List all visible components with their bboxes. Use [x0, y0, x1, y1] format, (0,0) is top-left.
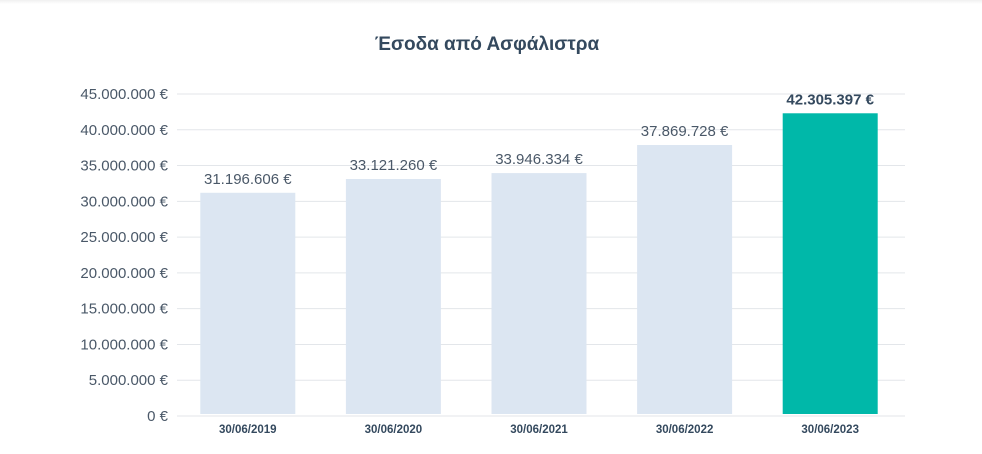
y-tick-label: 0 €: [147, 408, 169, 425]
y-tick-label: 20.000.000 €: [80, 265, 168, 282]
bar: [782, 113, 878, 415]
y-tick-label: 15.000.000 €: [80, 301, 168, 318]
top-divider: [0, 0, 982, 4]
bar: [491, 173, 587, 414]
data-label: 33.121.260 €: [350, 157, 438, 174]
x-tick-label: 30/06/2021: [510, 424, 568, 436]
data-label: 33.946.334 €: [495, 151, 583, 168]
y-tick-label: 25.000.000 €: [80, 229, 168, 246]
y-tick-label: 35.000.000 €: [80, 158, 168, 175]
data-label: 42.305.397 €: [786, 91, 874, 108]
bar: [345, 178, 441, 414]
bar: [200, 192, 296, 414]
x-tick-label: 30/06/2023: [801, 424, 859, 436]
y-tick-label: 45.000.000 €: [80, 86, 168, 103]
data-label: 31.196.606 €: [204, 171, 292, 188]
y-tick-label: 10.000.000 €: [80, 336, 168, 353]
data-label: 37.869.728 €: [641, 123, 729, 140]
x-tick-label: 30/06/2020: [365, 424, 423, 436]
chart-title: Έσοδα από Ασφάλιστρα: [374, 34, 600, 55]
y-tick-label: 30.000.000 €: [80, 193, 168, 210]
x-tick-label: 30/06/2022: [656, 424, 714, 436]
x-tick-label: 30/06/2019: [219, 424, 277, 436]
y-tick-label: 40.000.000 €: [80, 122, 168, 139]
bar: [637, 145, 733, 414]
y-tick-label: 5.000.000 €: [89, 372, 169, 389]
